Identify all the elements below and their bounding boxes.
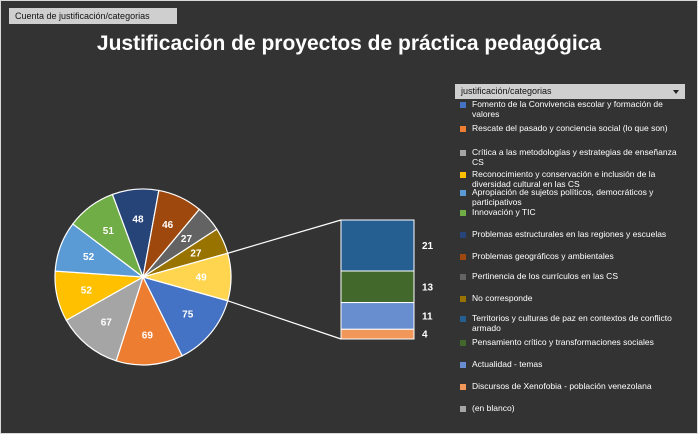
pie-data-label: 67 [101,318,113,329]
bar-segment [340,302,415,330]
legend-swatch [460,126,466,132]
legend-label: Territorios y culturas de paz en context… [472,313,672,333]
legend-item: Problemas estructurales en las regiones … [460,229,685,240]
pie-data-label: 46 [162,220,174,231]
bar-segment [340,270,415,304]
legend-item: Rescate del pasado y conciencia social (… [460,123,685,134]
legend-item: Apropiación de sujetos políticos, democr… [460,187,685,207]
legend-label: Problemas geográficos y ambientales [472,251,614,261]
legend-label: Apropiación de sujetos políticos, democr… [472,187,654,207]
pie-slice [65,275,145,362]
bar-data-label: 13 [422,282,434,293]
legend-swatch [460,362,466,368]
pie-data-label: 51 [103,226,115,237]
legend-item: Innovación y TIC [460,207,685,218]
legend-item: Crítica a las metodologías y estrategias… [460,147,685,167]
legend-header-label: justificación/categorias [461,86,552,96]
legend-swatch [460,340,466,346]
legend-item: Reconocimiento y conservación e inclusió… [460,169,685,189]
legend-item: Discursos de Xenofobia - población venez… [460,381,685,392]
legend-swatch [460,384,466,390]
legend-label: Innovación y TIC [472,207,536,217]
pie-slice [115,275,183,366]
pie-data-label: 49 [196,273,208,284]
legend-swatch [460,172,466,178]
legend-swatch [460,232,466,238]
legend-swatch [460,190,466,196]
legend-label: Problemas estructurales en las regiones … [472,229,667,239]
legend-item: Pertinencia de los currículos en las CS [460,271,685,282]
legend-item: No corresponde [460,293,685,304]
connector-line-bottom [227,300,342,340]
pie-data-label: 52 [83,252,95,263]
field-button[interactable]: Cuenta de justificación/categorias [9,8,177,24]
legend-item: Problemas geográficos y ambientales [460,251,685,262]
pie-data-label: 27 [190,249,202,260]
legend-swatch [460,274,466,280]
legend-swatch [460,210,466,216]
chevron-down-icon [673,90,679,94]
legend-label: Discursos de Xenofobia - población venez… [472,381,652,391]
legend-filter-dropdown[interactable]: justificación/categorias [455,84,685,99]
legend-label: Reconocimiento y conservación e inclusió… [472,169,656,189]
legend-label: (en blanco) [472,403,515,413]
legend-label: Fomento de la Convivencia escolar y form… [472,99,663,119]
legend-swatch [460,150,466,156]
legend-label: Actualidad - temas [472,359,543,369]
bar-segment [340,328,415,340]
legend-swatch [460,254,466,260]
pie-data-label: 48 [132,215,144,226]
legend-label: Pensamiento crítico y transformaciones s… [472,337,654,347]
legend-label: No corresponde [472,293,533,303]
legend-label: Pertinencia de los currículos en las CS [472,271,618,281]
bar-data-label: 21 [422,241,434,252]
legend-label: Rescate del pasado y conciencia social (… [472,123,668,133]
legend-item: Actualidad - temas [460,359,685,370]
bar-data-label: 11 [422,311,433,322]
legend-swatch [460,296,466,302]
legend-item: Pensamiento crítico y transformaciones s… [460,337,685,348]
pie-slice [140,252,232,302]
pie-data-label: 27 [181,234,193,245]
legend-swatch [460,102,466,108]
pie-data-label: 75 [182,310,194,321]
legend-swatch [460,316,466,322]
legend-item: Territorios y culturas de paz en context… [460,313,685,333]
pie-data-label: 69 [142,330,154,341]
bar-data-label: 4 [422,330,428,341]
legend-label: Crítica a las metodologías y estrategias… [472,147,677,167]
pie-slice [141,276,229,357]
connector-line-top [227,219,342,254]
legend-item: Fomento de la Convivencia escolar y form… [460,99,685,119]
legend-swatch [460,406,466,412]
bar-segment [340,219,415,272]
legend-item: (en blanco) [460,403,685,414]
pie-data-label: 52 [81,285,93,296]
chart-title: Justificación de proyectos de práctica p… [96,32,602,55]
